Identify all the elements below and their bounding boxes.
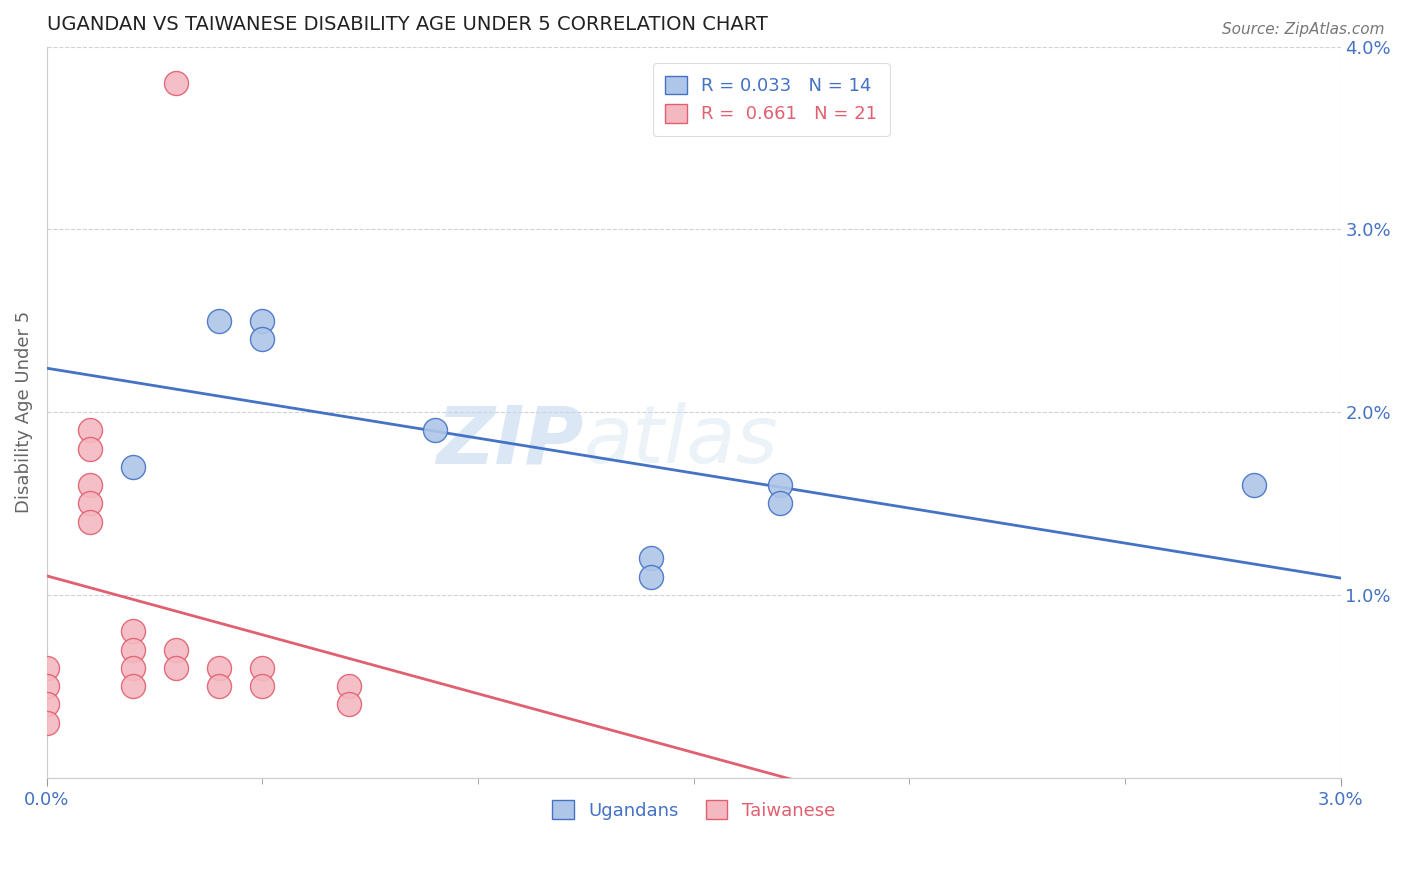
Point [769, 478, 792, 492]
Point [208, 314, 231, 328]
Point [79, 478, 101, 492]
Text: UGANDAN VS TAIWANESE DISABILITY AGE UNDER 5 CORRELATION CHART: UGANDAN VS TAIWANESE DISABILITY AGE UNDE… [46, 15, 768, 34]
Point [252, 679, 274, 693]
Point [1243, 478, 1265, 492]
Text: atlas: atlas [583, 402, 779, 481]
Point [337, 679, 360, 693]
Point [79, 496, 101, 510]
Point [122, 679, 145, 693]
Point [122, 624, 145, 639]
Point [769, 496, 792, 510]
Point [79, 442, 101, 456]
Point [337, 698, 360, 712]
Point [35, 698, 58, 712]
Point [252, 314, 274, 328]
Point [35, 715, 58, 730]
Point [165, 76, 187, 90]
Point [165, 642, 187, 657]
Point [208, 679, 231, 693]
Point [208, 661, 231, 675]
Point [423, 423, 446, 437]
Point [252, 661, 274, 675]
Point [252, 332, 274, 346]
Point [122, 661, 145, 675]
Y-axis label: Disability Age Under 5: Disability Age Under 5 [15, 311, 32, 513]
Point [122, 642, 145, 657]
Point [165, 661, 187, 675]
Point [122, 459, 145, 474]
Point [640, 569, 662, 583]
Point [79, 515, 101, 529]
Point [35, 679, 58, 693]
Point [35, 661, 58, 675]
Text: Source: ZipAtlas.com: Source: ZipAtlas.com [1222, 22, 1385, 37]
Legend: Ugandans, Taiwanese: Ugandans, Taiwanese [546, 793, 842, 827]
Text: ZIP: ZIP [436, 402, 583, 481]
Point [79, 423, 101, 437]
Point [640, 551, 662, 566]
